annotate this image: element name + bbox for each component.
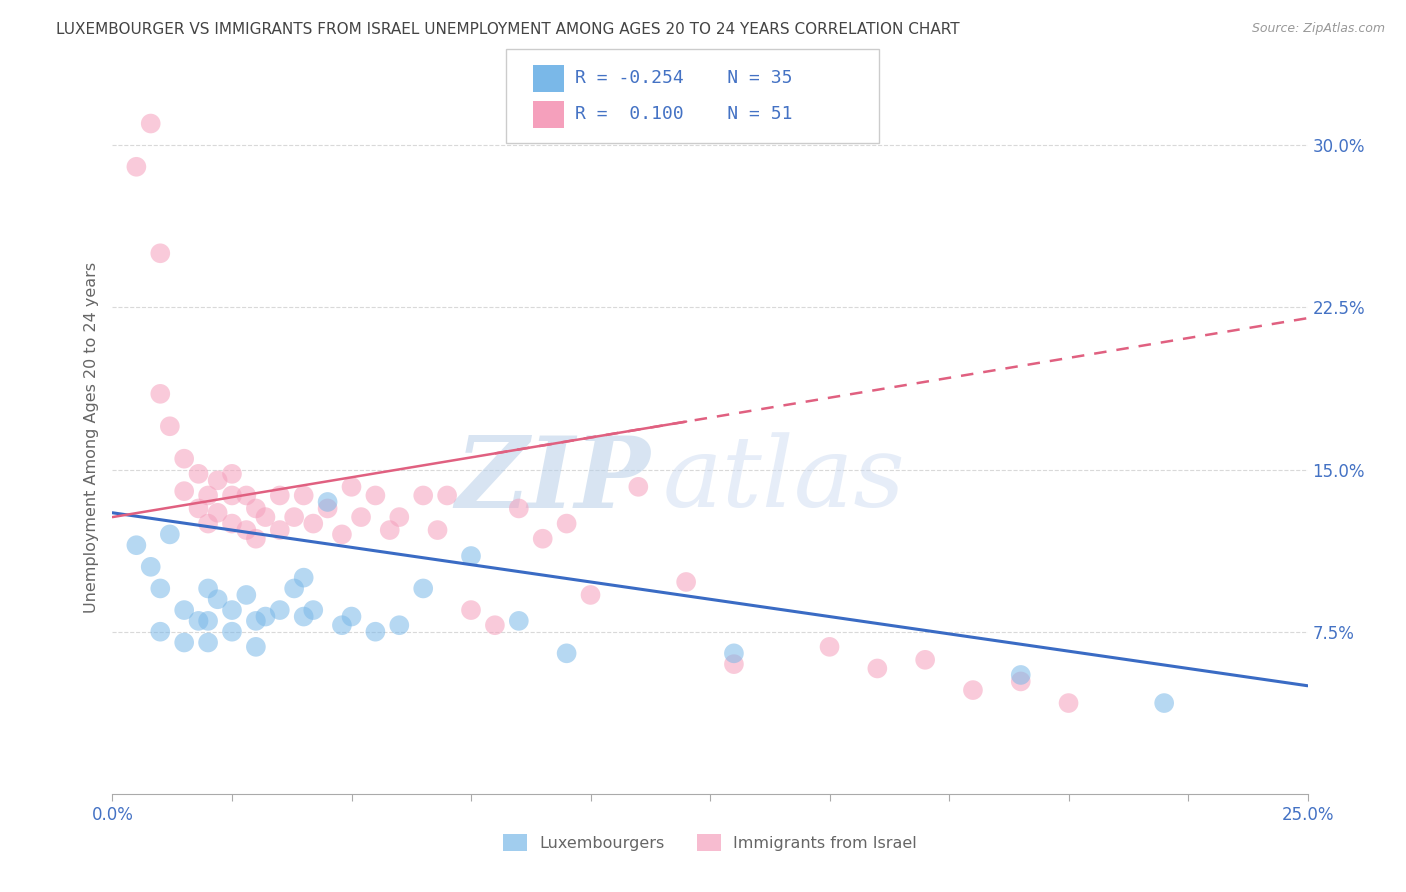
Point bbox=[283, 582, 305, 596]
Point bbox=[159, 419, 181, 434]
Point bbox=[245, 501, 267, 516]
Point bbox=[723, 646, 745, 660]
Y-axis label: Unemployment Among Ages 20 to 24 years: Unemployment Among Ages 20 to 24 years bbox=[83, 261, 98, 613]
Point bbox=[221, 624, 243, 639]
Point bbox=[221, 488, 243, 502]
Point bbox=[1010, 674, 1032, 689]
Text: ZIP: ZIP bbox=[456, 432, 651, 528]
Point bbox=[426, 523, 449, 537]
Point bbox=[627, 480, 650, 494]
Point bbox=[1057, 696, 1080, 710]
Point bbox=[245, 614, 267, 628]
Point bbox=[388, 510, 411, 524]
Point bbox=[330, 527, 353, 541]
Point bbox=[388, 618, 411, 632]
Text: LUXEMBOURGER VS IMMIGRANTS FROM ISRAEL UNEMPLOYMENT AMONG AGES 20 TO 24 YEARS CO: LUXEMBOURGER VS IMMIGRANTS FROM ISRAEL U… bbox=[56, 22, 960, 37]
Point bbox=[173, 484, 195, 499]
Point bbox=[340, 480, 363, 494]
Point bbox=[235, 588, 257, 602]
Point bbox=[579, 588, 602, 602]
Point bbox=[364, 624, 387, 639]
Point bbox=[723, 657, 745, 672]
Point bbox=[173, 603, 195, 617]
Point bbox=[675, 574, 697, 589]
Point bbox=[1010, 668, 1032, 682]
Legend: Luxembourgers, Immigrants from Israel: Luxembourgers, Immigrants from Israel bbox=[496, 828, 924, 857]
Point bbox=[292, 488, 315, 502]
Point bbox=[245, 532, 267, 546]
Point bbox=[330, 618, 353, 632]
Point bbox=[197, 488, 219, 502]
Point bbox=[125, 538, 148, 552]
Point bbox=[221, 603, 243, 617]
Point bbox=[254, 609, 277, 624]
Point bbox=[818, 640, 841, 654]
Point bbox=[412, 582, 434, 596]
Point bbox=[149, 582, 172, 596]
Point bbox=[125, 160, 148, 174]
Text: atlas: atlas bbox=[662, 433, 905, 527]
Point bbox=[149, 624, 172, 639]
Point bbox=[316, 495, 339, 509]
Point bbox=[207, 473, 229, 487]
Text: R = -0.254    N = 35: R = -0.254 N = 35 bbox=[575, 70, 793, 87]
Point bbox=[1153, 696, 1175, 710]
Point bbox=[292, 571, 315, 585]
Point bbox=[139, 559, 162, 574]
Point bbox=[197, 614, 219, 628]
Point bbox=[555, 516, 578, 531]
Point bbox=[269, 603, 291, 617]
Point bbox=[254, 510, 277, 524]
Point bbox=[555, 646, 578, 660]
Point bbox=[316, 501, 339, 516]
Point bbox=[187, 501, 209, 516]
Point bbox=[283, 510, 305, 524]
Point bbox=[460, 603, 482, 617]
Point bbox=[531, 532, 554, 546]
Point bbox=[508, 501, 530, 516]
Point bbox=[302, 516, 325, 531]
Point bbox=[159, 527, 181, 541]
Text: R =  0.100    N = 51: R = 0.100 N = 51 bbox=[575, 105, 793, 123]
Point bbox=[378, 523, 401, 537]
Point bbox=[350, 510, 373, 524]
Point bbox=[962, 683, 984, 698]
Point bbox=[235, 523, 257, 537]
Point bbox=[302, 603, 325, 617]
Point bbox=[235, 488, 257, 502]
Point bbox=[173, 451, 195, 466]
Point bbox=[173, 635, 195, 649]
Point bbox=[436, 488, 458, 502]
Point bbox=[292, 609, 315, 624]
Point bbox=[139, 116, 162, 130]
Point bbox=[221, 467, 243, 481]
Point bbox=[197, 635, 219, 649]
Point bbox=[197, 516, 219, 531]
Point bbox=[412, 488, 434, 502]
Point bbox=[221, 516, 243, 531]
Point bbox=[269, 488, 291, 502]
Point bbox=[269, 523, 291, 537]
Point bbox=[207, 506, 229, 520]
Point bbox=[914, 653, 936, 667]
Text: Source: ZipAtlas.com: Source: ZipAtlas.com bbox=[1251, 22, 1385, 36]
Point bbox=[340, 609, 363, 624]
Point bbox=[187, 467, 209, 481]
Point bbox=[364, 488, 387, 502]
Point bbox=[866, 661, 889, 675]
Point bbox=[187, 614, 209, 628]
Point bbox=[508, 614, 530, 628]
Point bbox=[245, 640, 267, 654]
Point bbox=[197, 582, 219, 596]
Point bbox=[484, 618, 506, 632]
Point bbox=[149, 387, 172, 401]
Point bbox=[149, 246, 172, 260]
Point bbox=[207, 592, 229, 607]
Point bbox=[460, 549, 482, 563]
